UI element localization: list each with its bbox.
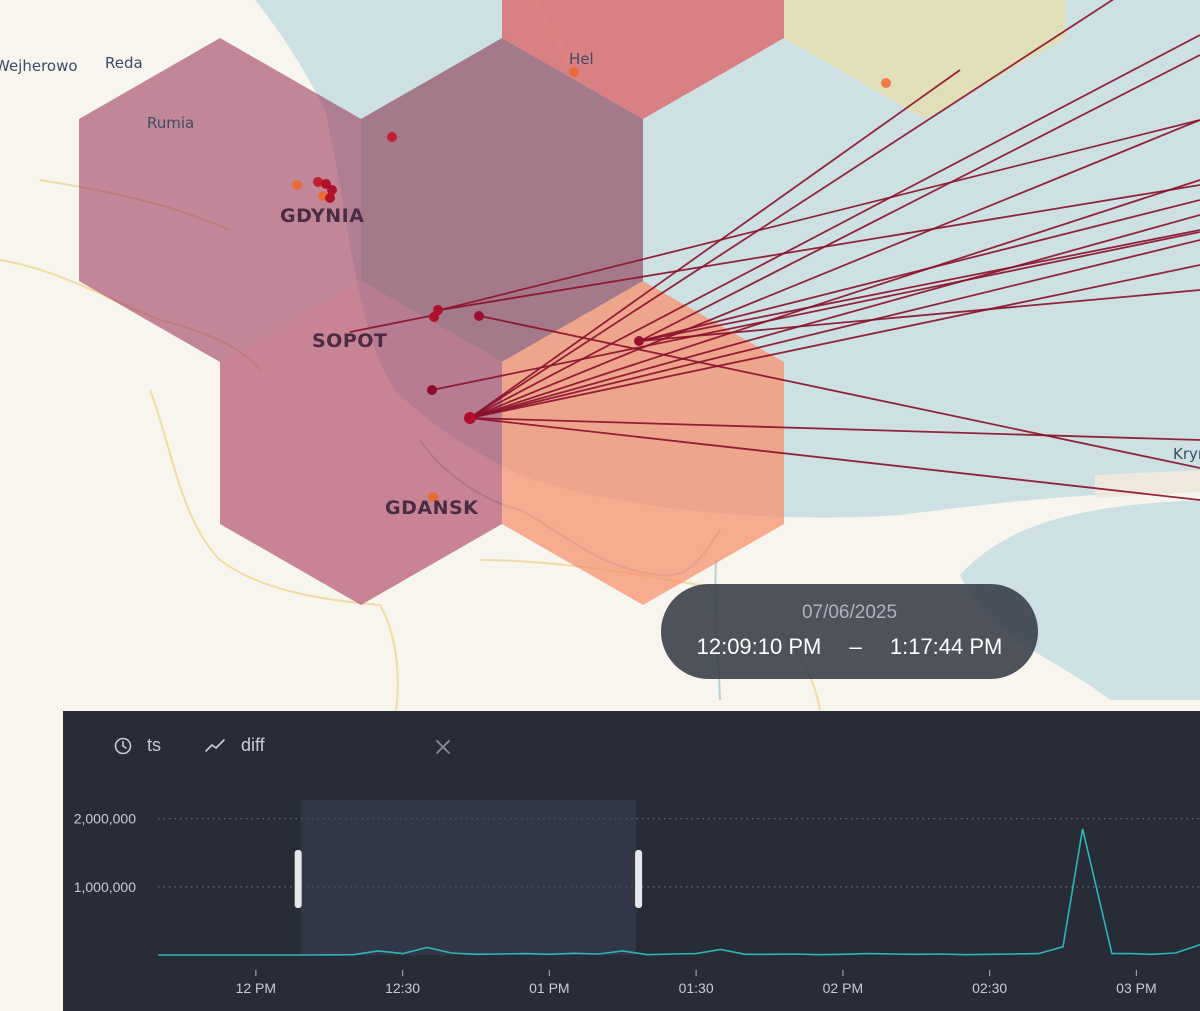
line-chart-icon [205,738,225,752]
time-range-start: 12:09:10 PM [696,634,822,659]
y-field-selector[interactable]: diff [203,735,265,756]
brush-handle-right[interactable] [635,850,643,908]
y-axis: 2,000,000 1,000,000 [74,811,136,895]
x-tick-label: 02:30 [972,980,1007,996]
hex-cell-gulf [361,38,643,362]
time-series-chart[interactable]: 2,000,000 1,000,000 12 PM 12:30 01 PM 01:30 0… [63,711,1200,1011]
time-range-separator: – [849,634,862,659]
brush-handle-left[interactable] [294,850,302,908]
x-tick-label: 01:30 [679,980,714,996]
town-label-krynica: Kryn [1173,445,1200,463]
city-label-sopot: SOPOT [312,330,388,352]
x-tick-label: 02 PM [823,980,863,996]
hex-cell-open-sea [784,0,1066,119]
time-range-end: 1:17:44 PM [889,634,1003,659]
town-label-rumia: Rumia [147,114,195,132]
hex-cell-gdynia [79,38,361,362]
time-range-date: 07/06/2025 [801,602,898,623]
y-field-label: diff [241,735,265,755]
time-range-indicator: 07/06/2025 12:09:10 PM – 1:17:44 PM [661,584,1038,679]
x-field-selector[interactable]: ts [113,735,161,756]
hex-cell-gdansk [220,281,502,605]
x-axis: 12 PM 12:30 01 PM 01:30 02 PM 02:30 03 PM [236,970,1157,996]
time-series-panel: ts diff 2,000,000 1,000,000 12 PM 12:30 01 … [63,711,1200,1011]
x-tick-label: 12 PM [236,980,276,996]
town-label-reda: Reda [105,54,143,72]
x-field-label: ts [147,735,162,755]
time-range-values: 12:09:10 PM – 1:17:44 PM [661,634,1038,660]
close-icon[interactable] [433,737,453,757]
city-label-gdynia: GDYNIA [280,205,365,227]
city-label-gdansk: GDANSK [385,497,479,519]
y-tick-label: 1,000,000 [74,879,136,895]
arc-layer [349,0,1200,501]
vistula-lagoon [960,500,1200,700]
point-layer [292,67,891,502]
town-label-hel: Hel [569,50,594,68]
x-tick-label: 03 PM [1116,980,1156,996]
clock-icon [114,737,132,754]
x-tick-label: 12:30 [385,980,420,996]
hex-cell-hel [502,0,784,119]
town-label-wejherowo: Wejherowo [0,57,78,75]
x-tick-label: 01 PM [529,980,569,996]
series-line-diff [158,828,1200,956]
brush-selection[interactable] [300,800,637,955]
y-tick-label: 2,000,000 [74,811,136,827]
